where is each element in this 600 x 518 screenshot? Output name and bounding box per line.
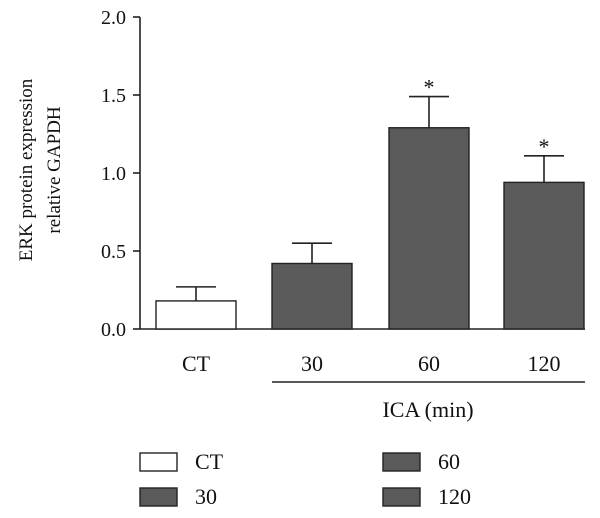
bar (271, 262, 353, 330)
y-tick-label: 1.5 (101, 85, 126, 107)
y-tick-label: 0.0 (101, 319, 126, 341)
y-axis-label-line: relative GAPDH (44, 106, 65, 233)
x-tick-label: 60 (418, 351, 440, 376)
x-tick-label: 120 (528, 351, 561, 376)
bar (155, 300, 237, 330)
bar (503, 181, 585, 330)
group-label: ICA (min) (382, 397, 473, 422)
significance-mark: * (539, 134, 550, 159)
x-tick-label: CT (182, 351, 211, 376)
bars: ** (155, 75, 585, 330)
y-axis-label: ERK protein expression relative GAPDH (16, 78, 65, 261)
x-tick-labels: CT 30 60 120 (182, 351, 561, 376)
y-axis-label-line: ERK protein expression (16, 78, 37, 261)
legend-swatch (139, 487, 178, 507)
y-tick-label: 2.0 (101, 7, 126, 29)
legend-label: 60 (438, 449, 460, 474)
legend-swatch (382, 452, 421, 472)
x-group: ICA (min) (272, 381, 585, 422)
legend: CT 60 30 120 (139, 449, 471, 509)
bar (388, 127, 470, 330)
significance-mark: * (424, 75, 435, 100)
y-tick-label: 0.5 (101, 241, 126, 263)
x-tick-label: 30 (301, 351, 323, 376)
legend-swatch (139, 452, 178, 472)
y-tick-label: 1.0 (101, 163, 126, 185)
legend-label: 120 (438, 484, 471, 509)
legend-label: CT (195, 449, 224, 474)
legend-label: 30 (195, 484, 217, 509)
legend-swatch (382, 487, 421, 507)
